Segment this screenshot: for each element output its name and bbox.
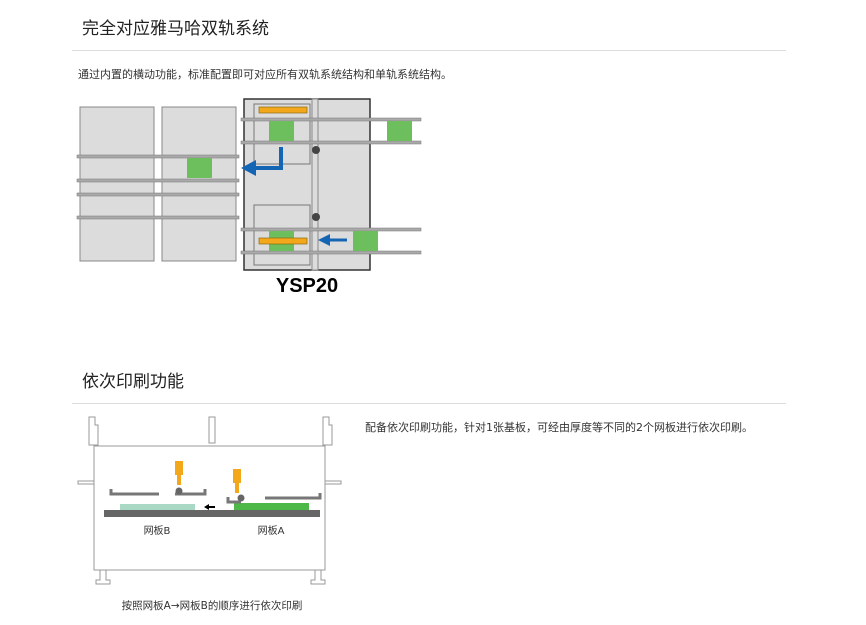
divider bbox=[72, 403, 786, 404]
ysp20-label: YSP20 bbox=[276, 275, 338, 297]
stencil-a-label: 网板A bbox=[258, 524, 285, 537]
sequential-description: 配备依次印刷功能，针对1张基板，可经由厚度等不同的2个网板进行依次印刷。 bbox=[365, 421, 753, 434]
stencil-b-label: 网板B bbox=[144, 524, 171, 537]
diagram-caption: 按照网板A→网板B的顺序进行依次印刷 bbox=[122, 599, 303, 612]
section-title-dual-lane: 完全对应雅马哈双轨系统 bbox=[82, 19, 269, 39]
section-title-sequential-print: 依次印刷功能 bbox=[82, 372, 184, 392]
section-description: 通过内置的横动功能，标准配置即可对应所有双轨系统结构和单轨系统结构。 bbox=[78, 68, 452, 81]
divider bbox=[72, 50, 786, 51]
